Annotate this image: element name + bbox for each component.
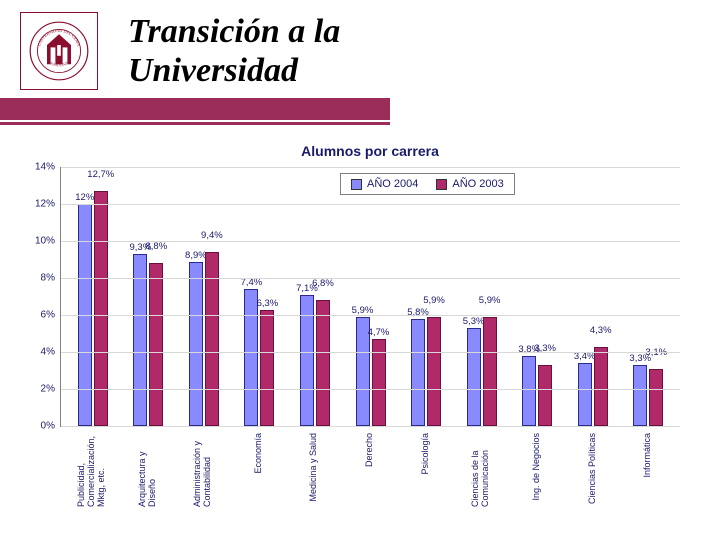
bar-group: 12%12,7%: [65, 167, 121, 426]
chart-title: Alumnos por carrera: [60, 143, 680, 159]
bar-2003: 6,8%: [316, 300, 330, 426]
bar-group: 3,4%4,3%: [565, 167, 621, 426]
bar-group: 5,3%5,9%: [454, 167, 510, 426]
y-tick-label: 2%: [41, 384, 55, 395]
grid-line: [61, 315, 680, 316]
bar-2003: 6,3%: [260, 310, 274, 427]
bar-value-label: 4,7%: [368, 327, 390, 338]
bar-2004: 5,3%: [467, 328, 481, 426]
bar-group: 5,8%5,9%: [398, 167, 454, 426]
grid-line: [61, 204, 680, 205]
x-tick-label: Derecho: [342, 427, 398, 507]
x-tick-label: Administración y Contabilidad: [175, 427, 231, 507]
y-tick-label: 4%: [41, 347, 55, 358]
bar-value-label: 4,3%: [590, 325, 612, 336]
logo-icon: UNIVERSIDAD DEL CEMA MCMLXXVIII: [29, 21, 89, 81]
bar-value-label: 5,8%: [407, 307, 429, 318]
x-tick-label: Publicidad, Comercialización, Mktg, etc.: [64, 427, 120, 507]
x-axis-labels: Publicidad, Comercialización, Mktg, etc.…: [60, 427, 680, 507]
bar-group: 9,3%8,8%: [121, 167, 177, 426]
bar-value-label: 6,3%: [257, 298, 279, 309]
bar-groups: 12%12,7%9,3%8,8%8,9%9,4%7,4%6,3%7,1%6,8%…: [61, 167, 680, 426]
bar-2003: 3,1%: [649, 369, 663, 426]
bar-group: 8,9% 9,4%: [176, 167, 232, 426]
bar-2003: 5,9%: [483, 317, 497, 426]
x-tick-label: Psicología: [398, 427, 454, 507]
bar-2003: 12,7%: [94, 191, 108, 426]
grid-line: [61, 389, 680, 390]
x-tick-label: Ciencias Políticas: [565, 427, 621, 507]
y-tick-label: 6%: [41, 310, 55, 321]
bar-2003: 4,3%: [594, 347, 608, 427]
grid-line: [61, 352, 680, 353]
bar-value-label: 6,8%: [312, 278, 334, 289]
bar-group: 7,4%6,3%: [232, 167, 288, 426]
chart-plot: 12%12,7%9,3%8,8%8,9%9,4%7,4%6,3%7,1%6,8%…: [60, 167, 680, 427]
bar-value-label: 8,8%: [145, 241, 167, 252]
bar-group: 3,8%3,3%: [509, 167, 565, 426]
x-tick-label: Medicina y Salud: [287, 427, 343, 507]
title-line-2: Universidad: [128, 51, 340, 90]
title-underline: [0, 98, 720, 125]
title-line-1: Transición a la: [128, 12, 340, 51]
legend-label: AÑO 2004: [367, 178, 418, 190]
x-tick-label: Arquitectura y Diseño: [120, 427, 176, 507]
y-tick-label: 0%: [41, 421, 55, 432]
chart-container: Alumnos por carrera 12%12,7%9,3%8,8%8,9%…: [60, 143, 680, 513]
bar-group: 7,1%6,8%: [287, 167, 343, 426]
bar-value-label: 9,4%: [201, 230, 223, 241]
y-tick-label: 14%: [35, 162, 55, 173]
grid-line: [61, 241, 680, 242]
legend-item-2003: AÑO 2003: [436, 178, 503, 190]
x-tick-label: Economía: [231, 427, 287, 507]
bar-2004: 3,4%: [578, 363, 592, 426]
bar-group: 3,3%3,1%: [620, 167, 676, 426]
x-tick-label: Ing. de Negocios: [509, 427, 565, 507]
bar-2004: 8,9%: [189, 262, 203, 427]
bar-2003: 8,8%: [149, 263, 163, 426]
bar-value-label: 12%: [75, 192, 94, 203]
bar-2004: 3,8%: [522, 356, 536, 426]
bar-2004: 3,3%: [633, 365, 647, 426]
bar-2004: 5,8%: [411, 319, 425, 426]
chart-legend: AÑO 2004 AÑO 2003: [340, 173, 515, 195]
bar-value-label: 12,7%: [87, 169, 114, 180]
x-tick-label: Ciencias de la Comunicación: [453, 427, 509, 507]
y-tick-label: 10%: [35, 236, 55, 247]
legend-swatch-icon: [436, 179, 447, 190]
legend-label: AÑO 2003: [452, 178, 503, 190]
university-logo: UNIVERSIDAD DEL CEMA MCMLXXVIII: [20, 12, 98, 90]
bar-2004: 7,4%: [244, 289, 258, 426]
slide-header: UNIVERSIDAD DEL CEMA MCMLXXVIII Transici…: [0, 0, 720, 98]
bar-2004: 9,3%: [133, 254, 147, 426]
bar-2003: 3,3%: [538, 365, 552, 426]
legend-swatch-icon: [351, 179, 362, 190]
bar-value-label: 5,9%: [423, 295, 445, 306]
bar-value-label: 5,3%: [463, 316, 485, 327]
slide-title: Transición a la Universidad: [128, 12, 340, 90]
y-tick-label: 8%: [41, 273, 55, 284]
bar-value-label: 5,9%: [479, 295, 501, 306]
x-tick-label: Informática: [620, 427, 676, 507]
y-tick-label: 12%: [35, 199, 55, 210]
legend-item-2004: AÑO 2004: [351, 178, 418, 190]
bar-value-label: 8,9%: [185, 250, 207, 261]
grid-line: [61, 167, 680, 168]
bar-group: 5,9%4,7%: [343, 167, 399, 426]
bar-2003: 5,9%: [427, 317, 441, 426]
grid-line: [61, 278, 680, 279]
